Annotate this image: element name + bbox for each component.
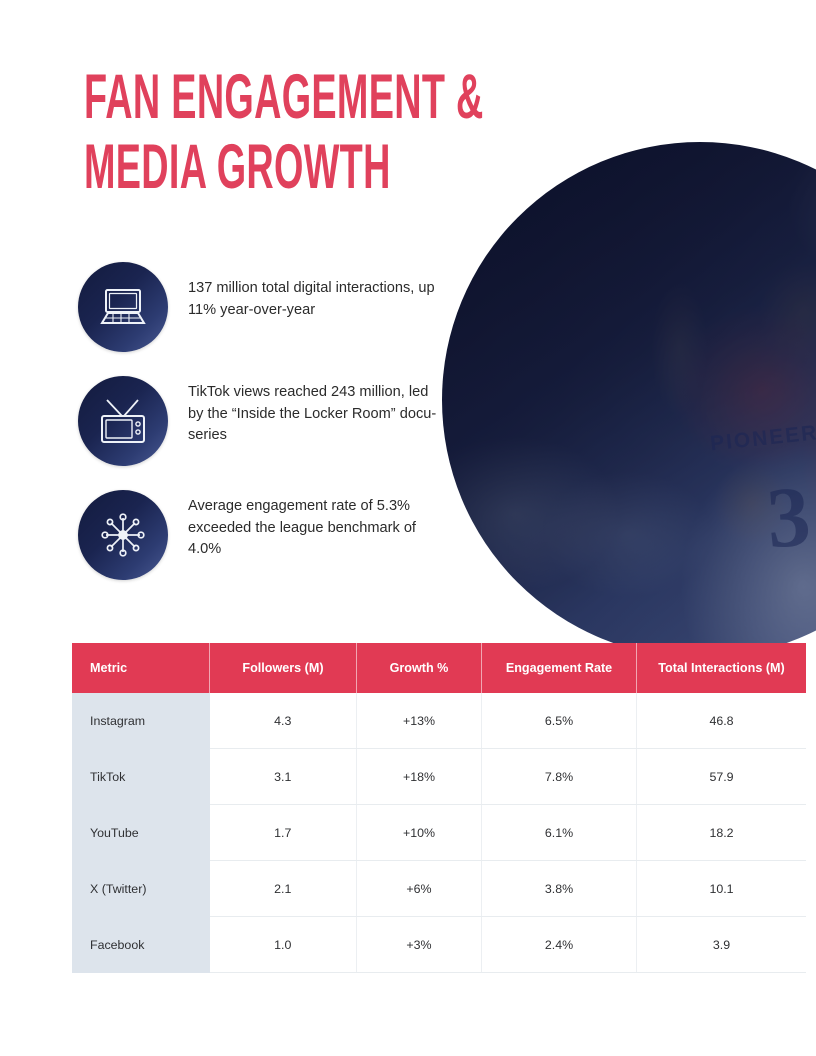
column-header-total-interactions: Total Interactions (M) [636, 643, 806, 693]
cell-followers: 1.0 [209, 916, 357, 973]
cell-growth: +10% [356, 804, 482, 861]
cell-growth: +18% [356, 748, 482, 805]
basketball-photo [442, 142, 816, 658]
cell-followers: 4.3 [209, 693, 357, 749]
table-header: Metric Followers (M) Growth % Engagement… [72, 643, 806, 693]
highlights-list: 137 million total digital interactions, … [78, 262, 438, 604]
highlight-item: Average engagement rate of 5.3% exceeded… [78, 490, 438, 580]
table-row: YouTube 1.7 +10% 6.1% 18.2 [72, 804, 806, 861]
hero-photo-circle: PIONEERS 3 [442, 142, 816, 658]
cell-growth: +13% [356, 693, 482, 749]
highlight-item: 137 million total digital interactions, … [78, 262, 438, 352]
table-row: Instagram 4.3 +13% 6.5% 46.8 [72, 693, 806, 749]
television-icon [78, 376, 168, 466]
highlight-text: TikTok views reached 243 million, led by… [188, 384, 437, 443]
cell-metric: YouTube [72, 804, 210, 861]
page-title-line-1: FAN ENGAGEMENT & [84, 62, 484, 132]
table-row: X (Twitter) 2.1 +6% 3.8% 10.1 [72, 860, 806, 917]
page-title-line-2: MEDIA GROWTH [84, 132, 391, 202]
cell-total-interactions: 3.9 [636, 916, 806, 973]
highlight-item: TikTok views reached 243 million, led by… [78, 376, 438, 466]
cell-followers: 1.7 [209, 804, 357, 861]
cell-metric: Instagram [72, 693, 210, 749]
cell-growth: +6% [356, 860, 482, 917]
table-header-row: Metric Followers (M) Growth % Engagement… [72, 643, 806, 693]
column-header-engagement-rate: Engagement Rate [481, 643, 637, 693]
highlight-text: 137 million total digital interactions, … [188, 280, 435, 318]
table-row: Facebook 1.0 +3% 2.4% 3.9 [72, 916, 806, 973]
page-title: FAN ENGAGEMENT & MEDIA GROWTH [84, 62, 484, 202]
cell-engagement-rate: 6.5% [481, 693, 637, 749]
cell-total-interactions: 57.9 [636, 748, 806, 805]
cell-engagement-rate: 7.8% [481, 748, 637, 805]
cell-growth: +3% [356, 916, 482, 973]
cell-engagement-rate: 3.8% [481, 860, 637, 917]
cell-engagement-rate: 6.1% [481, 804, 637, 861]
highlight-text: Average engagement rate of 5.3% exceeded… [188, 498, 416, 557]
laptop-icon [78, 262, 168, 352]
jersey-number: 3 [763, 467, 812, 567]
cell-metric: X (Twitter) [72, 860, 210, 917]
cell-total-interactions: 18.2 [636, 804, 806, 861]
network-hub-icon [78, 490, 168, 580]
column-header-growth: Growth % [356, 643, 482, 693]
cell-total-interactions: 46.8 [636, 693, 806, 749]
cell-followers: 2.1 [209, 860, 357, 917]
cell-followers: 3.1 [209, 748, 357, 805]
table-row: TikTok 3.1 +18% 7.8% 57.9 [72, 748, 806, 805]
cell-metric: Facebook [72, 916, 210, 973]
column-header-followers: Followers (M) [209, 643, 357, 693]
table-body: Instagram 4.3 +13% 6.5% 46.8 TikTok 3.1 … [72, 693, 806, 973]
column-header-metric: Metric [72, 643, 210, 693]
cell-total-interactions: 10.1 [636, 860, 806, 917]
metrics-table: Metric Followers (M) Growth % Engagement… [72, 643, 806, 973]
cell-engagement-rate: 2.4% [481, 916, 637, 973]
cell-metric: TikTok [72, 748, 210, 805]
